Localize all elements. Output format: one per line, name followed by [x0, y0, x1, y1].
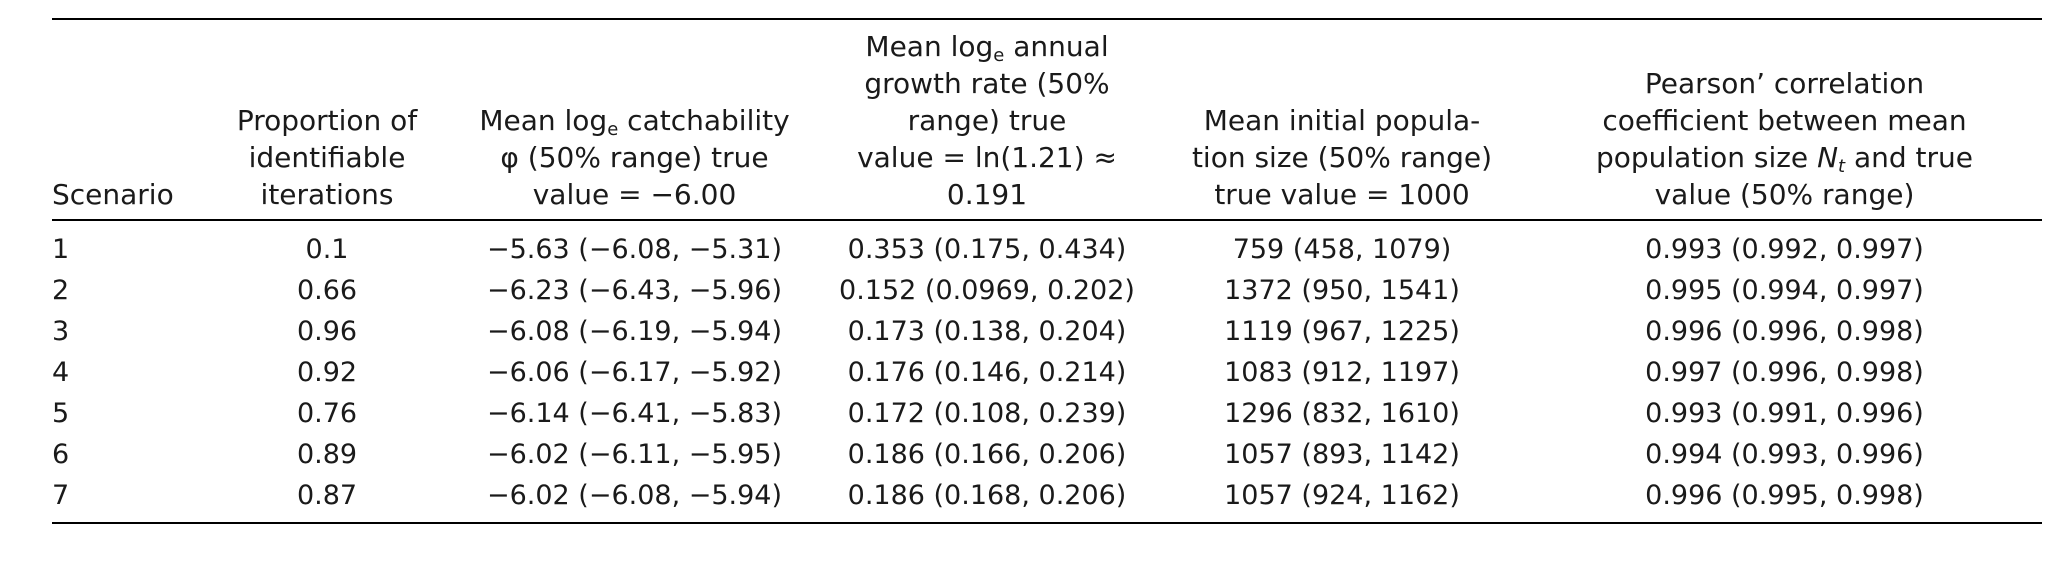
table-cell: 6 — [52, 439, 70, 470]
table-cell: 4 — [52, 357, 70, 388]
table-row: 2 0.66 −6.23 (−6.43, −5.96) 0.152 (0.0969, … — [52, 270, 2042, 311]
table-cell: 5 — [52, 398, 70, 429]
table-cell: 0.66 — [296, 275, 358, 306]
table-cell: −6.06 (−6.17, −5.92) — [486, 357, 783, 388]
table-cell: 0.76 — [296, 398, 358, 429]
results-table-container: Scenario Proportion of identifiable iter… — [52, 18, 2042, 524]
table-cell: 0.186 (0.166, 0.206) — [847, 439, 1127, 470]
header-proportion: Proportion of identifiable iterations — [236, 104, 418, 211]
table-cell: 759 (458, 1079) — [1232, 234, 1452, 265]
table-cell: 0.96 — [296, 316, 358, 347]
table-row: 3 0.96 −6.08 (−6.19, −5.94) 0.173 (0.138, 0… — [52, 311, 2042, 352]
table-cell: 0.173 (0.138, 0.204) — [847, 316, 1127, 347]
table-cell: 1057 (924, 1162) — [1224, 480, 1460, 511]
results-table: Scenario Proportion of identifiable iter… — [52, 18, 2042, 524]
table-cell: 7 — [52, 480, 70, 511]
table-cell: 0.996 (0.995, 0.998) — [1645, 480, 1924, 511]
header-growth-rate: Mean loge annual growth rate (50% range)… — [817, 19, 1157, 220]
table-cell: 0.172 (0.108, 0.239) — [847, 398, 1127, 429]
table-cell: 0.92 — [296, 357, 358, 388]
table-cell: 1 — [52, 234, 70, 265]
header-correlation: Pearson’ correlation coefficient between… — [1527, 19, 2042, 220]
table-body: 1 0.1 −5.63 (−6.08, −5.31) 0.353 (0.175, 0.… — [52, 220, 2042, 523]
table-row: 7 0.87 −6.02 (−6.08, −5.94) 0.186 (0.168, 0… — [52, 475, 2042, 523]
table-cell: 0.995 (0.994, 0.997) — [1645, 275, 1924, 306]
table-cell: 0.996 (0.996, 0.998) — [1645, 316, 1924, 347]
table-cell: 0.87 — [296, 480, 358, 511]
header-row: Scenario Proportion of identifiable iter… — [52, 19, 2042, 220]
table-cell: 0.994 (0.993, 0.996) — [1645, 439, 1924, 470]
table-cell: 0.176 (0.146, 0.214) — [847, 357, 1127, 388]
table-cell: 1296 (832, 1610) — [1224, 398, 1460, 429]
table-cell: 2 — [52, 275, 70, 306]
table-cell: 1083 (912, 1197) — [1224, 357, 1460, 388]
header-catchability: Mean loge catchability φ (50% range) tru… — [452, 19, 817, 220]
table-row: 4 0.92 −6.06 (−6.17, −5.92) 0.176 (0.146, 0… — [52, 352, 2042, 393]
table-cell: 0.993 (0.991, 0.996) — [1645, 398, 1924, 429]
table-cell: 0.1 — [305, 234, 349, 265]
table-cell: 0.993 (0.992, 0.997) — [1645, 234, 1924, 265]
table-cell: 0.152 (0.0969, 0.202) — [839, 275, 1135, 306]
header-scenario: Scenario — [52, 178, 174, 211]
table-cell: 3 — [52, 316, 70, 347]
table-cell: 0.353 (0.175, 0.434) — [847, 234, 1127, 265]
table-cell: 0.997 (0.996, 0.998) — [1645, 357, 1924, 388]
header-growth-line1: Mean loge annual — [865, 30, 1109, 66]
table-row: 6 0.89 −6.02 (−6.11, −5.95) 0.186 (0.166, 0… — [52, 434, 2042, 475]
table-cell: 1372 (950, 1541) — [1224, 275, 1460, 306]
table-cell: −6.23 (−6.43, −5.96) — [486, 275, 783, 306]
table-cell: 1057 (893, 1142) — [1224, 439, 1460, 470]
table-row: 1 0.1 −5.63 (−6.08, −5.31) 0.353 (0.175, 0.… — [52, 220, 2042, 270]
table-cell: 1119 (967, 1225) — [1224, 316, 1460, 347]
table-cell: 0.89 — [296, 439, 358, 470]
header-correlation-line3: population size Nt and true — [1595, 141, 1974, 177]
table-cell: −5.63 (−6.08, −5.31) — [486, 234, 783, 265]
table-cell: 0.186 (0.168, 0.206) — [847, 480, 1127, 511]
table-row: 5 0.76 −6.14 (−6.41, −5.83) 0.172 (0.108, 0… — [52, 393, 2042, 434]
table-cell: −6.02 (−6.11, −5.95) — [486, 439, 783, 470]
table-cell: −6.08 (−6.19, −5.94) — [486, 316, 783, 347]
table-cell: −6.14 (−6.41, −5.83) — [486, 398, 783, 429]
header-catchability-line1: Mean loge catchability — [479, 104, 790, 140]
header-initial-population: Mean initial popula- tion size (50% rang… — [1191, 104, 1493, 211]
table-cell: −6.02 (−6.08, −5.94) — [486, 480, 783, 511]
